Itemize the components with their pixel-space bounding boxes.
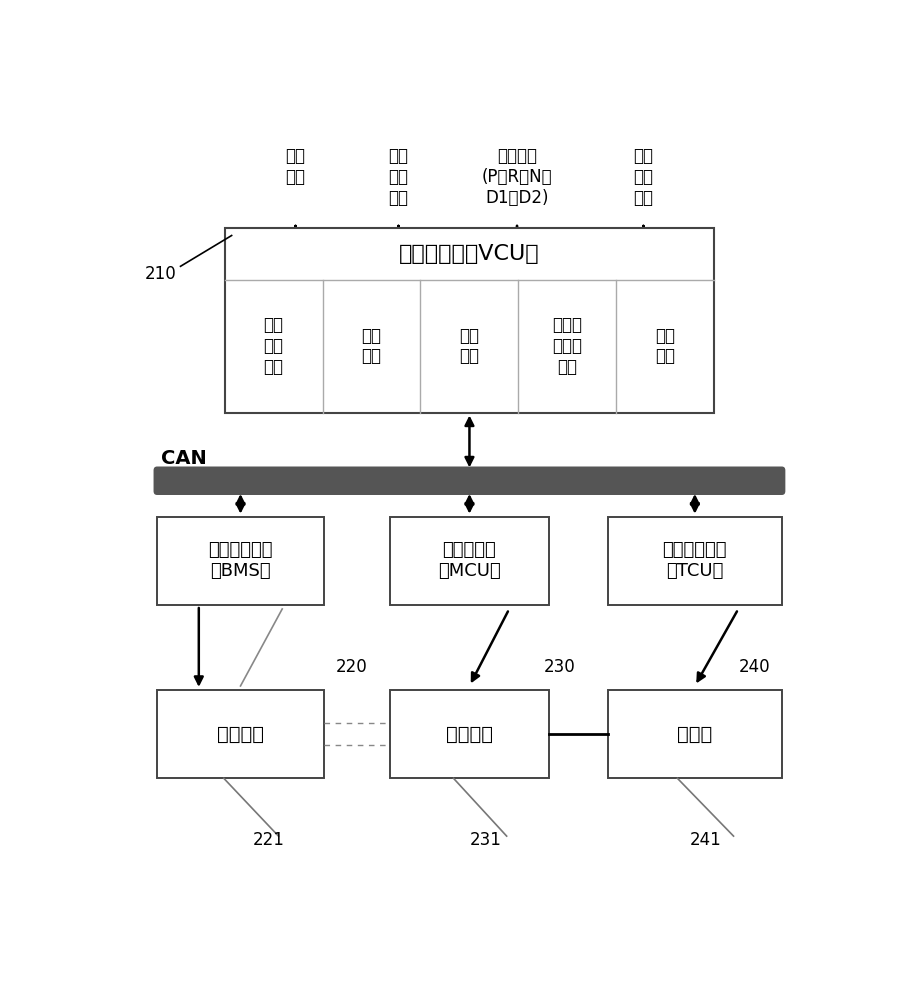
Text: 车速
信号: 车速 信号 bbox=[286, 147, 306, 186]
Text: 驱动电机: 驱动电机 bbox=[446, 725, 493, 744]
Text: 动力电池: 动力电池 bbox=[217, 725, 264, 744]
Text: 221: 221 bbox=[253, 831, 285, 849]
Text: 效率
计算: 效率 计算 bbox=[460, 327, 479, 365]
Text: 231: 231 bbox=[469, 831, 501, 849]
Text: 电机目
标转速
计算: 电机目 标转速 计算 bbox=[552, 316, 583, 376]
Text: CAN: CAN bbox=[160, 449, 206, 468]
FancyBboxPatch shape bbox=[154, 466, 785, 495]
Text: 驾驶
意图
识别: 驾驶 意图 识别 bbox=[264, 316, 284, 376]
Bar bbox=[390, 517, 549, 605]
Bar bbox=[158, 517, 324, 605]
Bar bbox=[224, 228, 714, 413]
Text: 电机控制器
（MCU）: 电机控制器 （MCU） bbox=[438, 541, 501, 580]
Bar bbox=[158, 690, 324, 778]
Text: 210: 210 bbox=[146, 265, 177, 283]
Text: 230: 230 bbox=[544, 658, 576, 676]
Text: 变速箱: 变速箱 bbox=[677, 725, 713, 744]
Bar bbox=[390, 690, 549, 778]
Text: 挡位信号
(P、R、N、
D1、D2): 挡位信号 (P、R、N、 D1、D2) bbox=[482, 147, 552, 207]
Text: 整车控制器（VCU）: 整车控制器（VCU） bbox=[399, 244, 540, 264]
Text: 挡位
决策: 挡位 决策 bbox=[362, 327, 381, 365]
Text: 挡位
校验: 挡位 校验 bbox=[655, 327, 675, 365]
Text: 240: 240 bbox=[739, 658, 771, 676]
Text: 油门
踏板
信号: 油门 踏板 信号 bbox=[388, 147, 409, 207]
Text: 变速箱控制器
（TCU）: 变速箱控制器 （TCU） bbox=[662, 541, 727, 580]
Text: 241: 241 bbox=[690, 831, 721, 849]
Text: 220: 220 bbox=[336, 658, 367, 676]
Bar bbox=[608, 690, 782, 778]
Bar bbox=[608, 517, 782, 605]
Text: 制动
踏板
信号: 制动 踏板 信号 bbox=[633, 147, 653, 207]
Text: 电池管理系统
（BMS）: 电池管理系统 （BMS） bbox=[208, 541, 273, 580]
